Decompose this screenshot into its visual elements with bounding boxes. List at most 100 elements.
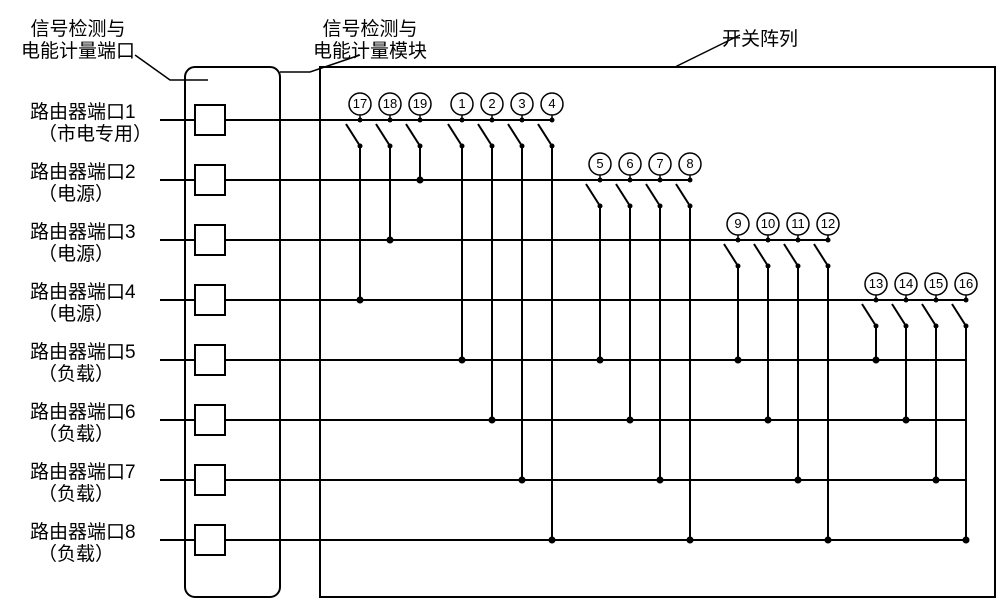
port-label-1: 路由器端口1: [30, 101, 136, 123]
port-label-5: 路由器端口5: [30, 341, 136, 363]
switch-pivot-5: [598, 204, 603, 209]
switch-pivot-10: [766, 264, 771, 269]
switch-pivot-3: [520, 144, 525, 149]
node-dot-10: [687, 537, 694, 544]
port-sublabel-7: （负载）: [38, 483, 114, 505]
switch-label-12: 12: [821, 216, 835, 231]
callout-mod_port-line2: 电能计量端口: [21, 40, 135, 62]
switch-label-8: 8: [686, 156, 693, 171]
switch-blade-13: [862, 304, 876, 326]
node-dot-2: [417, 177, 424, 184]
port-label-4: 路由器端口4: [30, 281, 136, 303]
node-dot-6: [549, 537, 556, 544]
port-sublabel-6: （负载）: [38, 423, 114, 445]
switch-pivot-12: [826, 264, 831, 269]
port-label-3: 路由器端口3: [30, 221, 136, 243]
switch-blade-2: [478, 124, 492, 146]
node-dot-9: [657, 477, 664, 484]
port-box-8: [195, 525, 225, 555]
node-dot-5: [519, 477, 526, 484]
switch-blade-9: [724, 244, 738, 266]
port-box-1: [195, 105, 225, 135]
switch-label-17: 17: [353, 96, 367, 111]
port-sublabel-2: （电源）: [38, 183, 114, 205]
node-dot-8: [627, 417, 634, 424]
port-box-6: [195, 405, 225, 435]
switch-blade-4: [538, 124, 552, 146]
switch-blade-10: [754, 244, 768, 266]
switch-pivot-17: [358, 144, 363, 149]
diagram-canvas: 路由器端口1（市电专用）路由器端口2（电源）路由器端口3（电源）路由器端口4（电…: [10, 10, 1000, 603]
switch-blade-19: [406, 124, 420, 146]
node-dot-16: [903, 417, 910, 424]
node-dot-15: [873, 357, 880, 364]
node-dot-7: [597, 357, 604, 364]
port-label-8: 路由器端口8: [30, 521, 136, 543]
switch-blade-5: [586, 184, 600, 206]
switch-label-1: 1: [458, 96, 465, 111]
switch-blade-6: [616, 184, 630, 206]
callout-array-leader: [675, 35, 740, 67]
switch-blade-12: [814, 244, 828, 266]
switch-pivot-2: [490, 144, 495, 149]
switch-pivot-4: [550, 144, 555, 149]
callout-mod_block-line2: 电能计量模块: [313, 40, 427, 62]
port-sublabel-3: （电源）: [38, 243, 114, 265]
switch-label-14: 14: [899, 276, 913, 291]
switch-label-6: 6: [626, 156, 633, 171]
port-box-5: [195, 345, 225, 375]
switch-label-19: 19: [413, 96, 427, 111]
port-box-7: [195, 465, 225, 495]
switch-label-4: 4: [548, 96, 555, 111]
node-dot-0: [357, 297, 364, 304]
port-box-4: [195, 285, 225, 315]
switch-pivot-8: [688, 204, 693, 209]
switch-pivot-1: [460, 144, 465, 149]
callout-mod_block-line1: 信号检测与: [322, 18, 417, 40]
port-sublabel-5: （负载）: [38, 363, 114, 385]
switch-pivot-9: [736, 264, 741, 269]
switch-label-11: 11: [791, 216, 805, 231]
switch-label-16: 16: [959, 276, 973, 291]
switch-label-10: 10: [761, 216, 775, 231]
node-dot-14: [825, 537, 832, 544]
switch-pivot-15: [934, 324, 939, 329]
switch-blade-15: [922, 304, 936, 326]
switch-blade-17: [346, 124, 360, 146]
switch-pivot-16: [964, 324, 969, 329]
module-box: [185, 67, 280, 597]
switch-pivot-19: [418, 144, 423, 149]
switch-pivot-14: [904, 324, 909, 329]
switch-blade-1: [448, 124, 462, 146]
switch-pivot-6: [628, 204, 633, 209]
switch-blade-3: [508, 124, 522, 146]
node-dot-11: [735, 357, 742, 364]
switch-pivot-11: [796, 264, 801, 269]
switch-label-18: 18: [383, 96, 397, 111]
callout-mod_port-line1: 信号检测与: [30, 18, 125, 40]
switch-label-9: 9: [734, 216, 741, 231]
node-dot-18: [963, 537, 970, 544]
port-sublabel-8: （负载）: [38, 543, 114, 565]
switch-blade-18: [376, 124, 390, 146]
switch-blade-16: [952, 304, 966, 326]
switch-blade-8: [676, 184, 690, 206]
switch-label-2: 2: [488, 96, 495, 111]
switch-label-15: 15: [929, 276, 943, 291]
switch-pivot-18: [388, 144, 393, 149]
port-box-3: [195, 225, 225, 255]
port-label-7: 路由器端口7: [30, 461, 136, 483]
switch-label-13: 13: [869, 276, 883, 291]
port-sublabel-4: （电源）: [38, 303, 114, 325]
node-dot-1: [387, 237, 394, 244]
node-dot-13: [795, 477, 802, 484]
port-label-2: 路由器端口2: [30, 161, 136, 183]
switch-blade-14: [892, 304, 906, 326]
node-dot-17: [933, 477, 940, 484]
switch-label-7: 7: [656, 156, 663, 171]
switch-pivot-7: [658, 204, 663, 209]
switch-label-3: 3: [518, 96, 525, 111]
node-dot-4: [489, 417, 496, 424]
port-label-6: 路由器端口6: [30, 401, 136, 423]
switch-blade-11: [784, 244, 798, 266]
